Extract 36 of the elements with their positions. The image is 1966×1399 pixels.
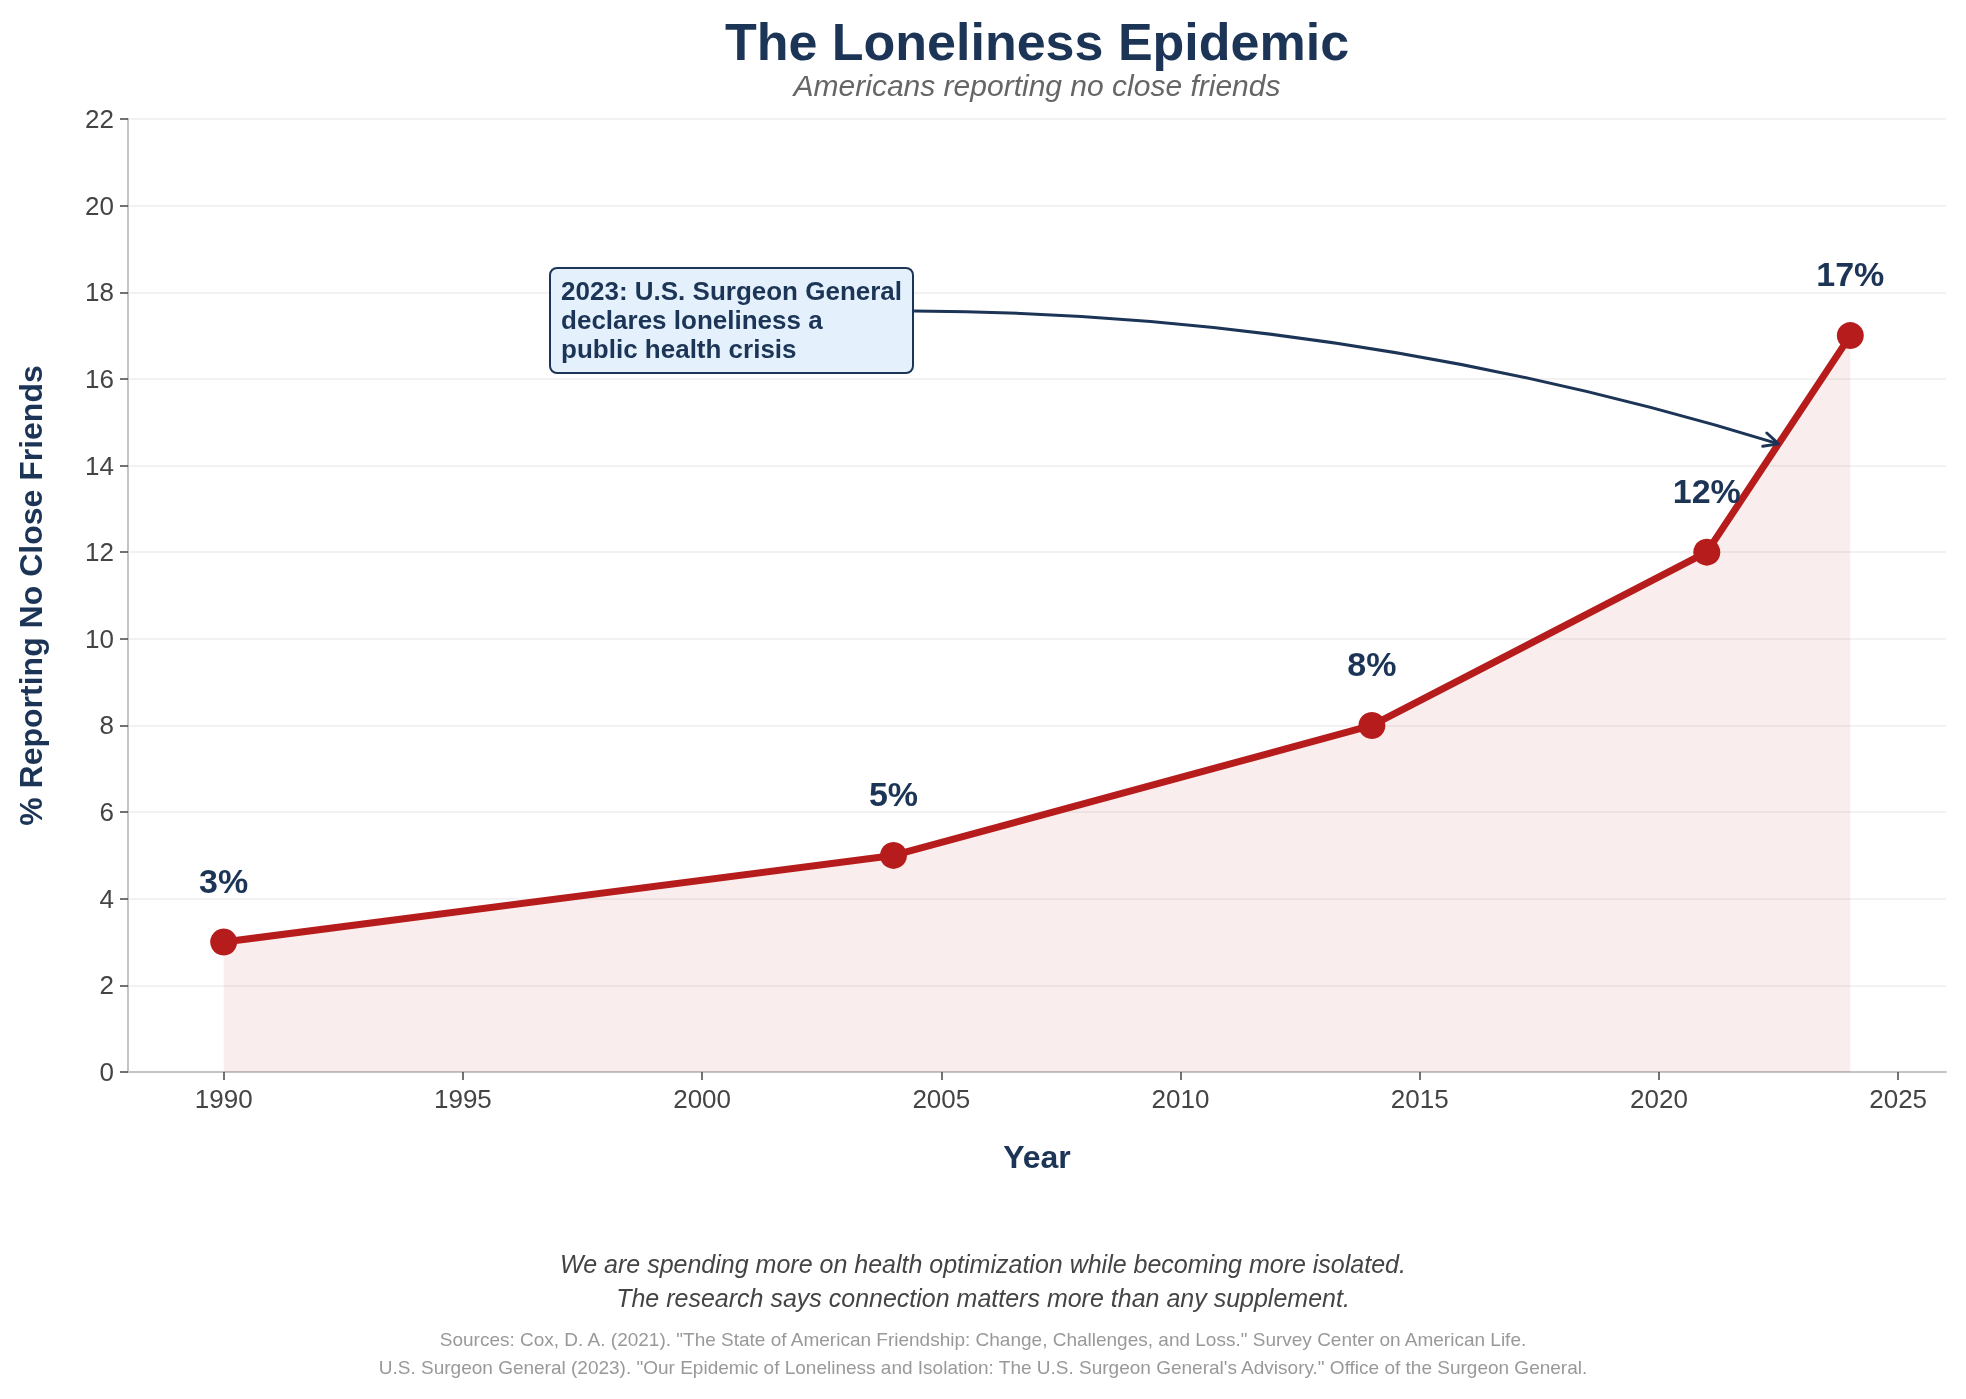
x-axis-title: Year: [1003, 1139, 1071, 1175]
x-tick-label: 1990: [194, 1084, 253, 1114]
point: [1693, 538, 1721, 566]
y-tick-label: 8: [99, 710, 114, 741]
source-note: Sources: Cox, D. A. (2021). "The State of American Friendship: Change, Challenges, and Loss." Survey Center on American Life. U.S. Surgeon General (2023). "Our Epidemic of Loneliness and Isolation: The U.S. Surgeon General's Advisory." Office of the Surgeon General.: [378, 1328, 1588, 1378]
point: [210, 928, 238, 956]
y-tick-label: 0: [99, 1057, 114, 1087]
y-tick-label: 22: [85, 104, 114, 134]
y-tick-label: 16: [85, 363, 114, 394]
x-tick-label: 2005: [912, 1084, 971, 1114]
data-label: 3%: [199, 861, 249, 900]
point: [1358, 711, 1386, 739]
y-tick-label: 2: [99, 970, 114, 1001]
point: [1836, 322, 1864, 350]
y-tick-label: 6: [99, 797, 114, 828]
y-tick-label: 18: [85, 277, 114, 308]
text: We are spending more on health optimization while becoming more isolated. The research says connection matters more than any supplement.: [560, 1250, 1406, 1312]
data-label: 17%: [1816, 255, 1885, 294]
y-tick-label: 10: [85, 623, 114, 654]
x-tick-label: 2015: [1390, 1084, 1449, 1114]
x-tick-label: 1995: [433, 1084, 492, 1114]
data-label: 12%: [1672, 471, 1741, 510]
chart-title: The Loneliness Epidemic: [724, 13, 1350, 71]
y-tick-label: 12: [85, 537, 114, 568]
x-tick-label: 2020: [1630, 1084, 1688, 1114]
data-label: 5%: [868, 774, 919, 813]
y-tick-label: 4: [99, 883, 114, 914]
y-axis-title: % Reporting No Close Friends: [13, 365, 49, 826]
point: [880, 841, 907, 869]
callout-box: 2023: U.S. Surgeon General declares loneliness a public health crisis: [549, 267, 915, 374]
x-tick-label: 2025: [1869, 1084, 1928, 1114]
y-tick-label: 20: [85, 190, 114, 221]
x-tick-label: 2010: [1151, 1084, 1210, 1114]
data-label: 8%: [1347, 644, 1397, 683]
x-tick-label: 2000: [673, 1084, 732, 1114]
y-tick-label: 14: [85, 450, 114, 481]
